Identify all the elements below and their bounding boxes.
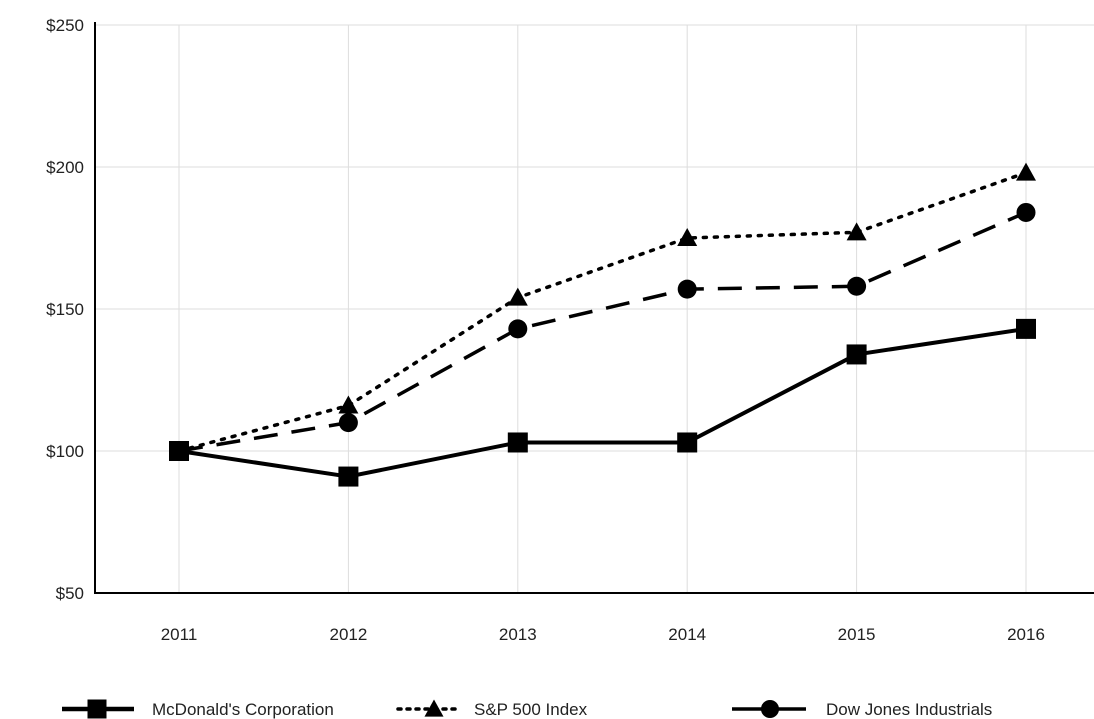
square-icon	[1016, 318, 1036, 339]
x-tick-label: 2014	[668, 625, 706, 644]
legend-label: S&P 500 Index	[474, 700, 588, 719]
triangle-icon	[338, 395, 359, 414]
x-tick-labels: 2011 2012 2013 2014 2015 2016	[161, 625, 1045, 644]
series	[169, 162, 1036, 487]
x-tick-label: 2011	[161, 625, 198, 644]
legend-label: Dow Jones Industrials	[826, 700, 992, 719]
square-icon	[677, 432, 698, 453]
triangle-icon	[507, 287, 528, 306]
circle-icon	[677, 279, 697, 299]
square-icon	[338, 466, 359, 487]
y-tick-label: $150	[46, 300, 84, 319]
y-tick-label: $200	[46, 158, 84, 177]
legend-item: Dow Jones Industrials	[732, 699, 992, 719]
y-tick-labels: $50 $100 $150 $200 $250	[46, 16, 84, 603]
legend: McDonald's Corporation S&P 500 Index Dow J…	[62, 699, 992, 719]
series-line	[178, 326, 1027, 479]
x-tick-label: 2013	[499, 625, 537, 644]
triangle-icon	[846, 222, 867, 241]
y-tick-label: $250	[46, 16, 84, 35]
y-tick-label: $100	[46, 442, 84, 461]
square-icon	[87, 699, 107, 719]
series-line	[177, 170, 1028, 453]
series-line	[178, 210, 1027, 453]
circle-icon	[1016, 202, 1036, 222]
circle-icon	[760, 699, 780, 719]
square-icon	[846, 344, 867, 365]
triangle-icon	[677, 228, 698, 246]
legend-item: S&P 500 Index	[396, 699, 588, 719]
legend-label: McDonald's Corporation	[152, 700, 334, 719]
y-tick-label: $50	[56, 584, 84, 603]
x-tick-label: 2012	[329, 625, 367, 644]
triangle-icon	[1016, 162, 1036, 181]
circle-icon	[338, 413, 358, 433]
circle-icon	[508, 319, 528, 339]
triangle-icon	[424, 699, 444, 717]
axes	[94, 22, 1094, 594]
square-icon	[169, 441, 189, 461]
circle-icon	[847, 276, 867, 296]
grid	[95, 24, 1094, 593]
square-icon	[507, 432, 528, 453]
x-tick-label: 2016	[1007, 625, 1045, 644]
legend-item: McDonald's Corporation	[62, 699, 334, 719]
x-tick-label: 2015	[838, 625, 876, 644]
